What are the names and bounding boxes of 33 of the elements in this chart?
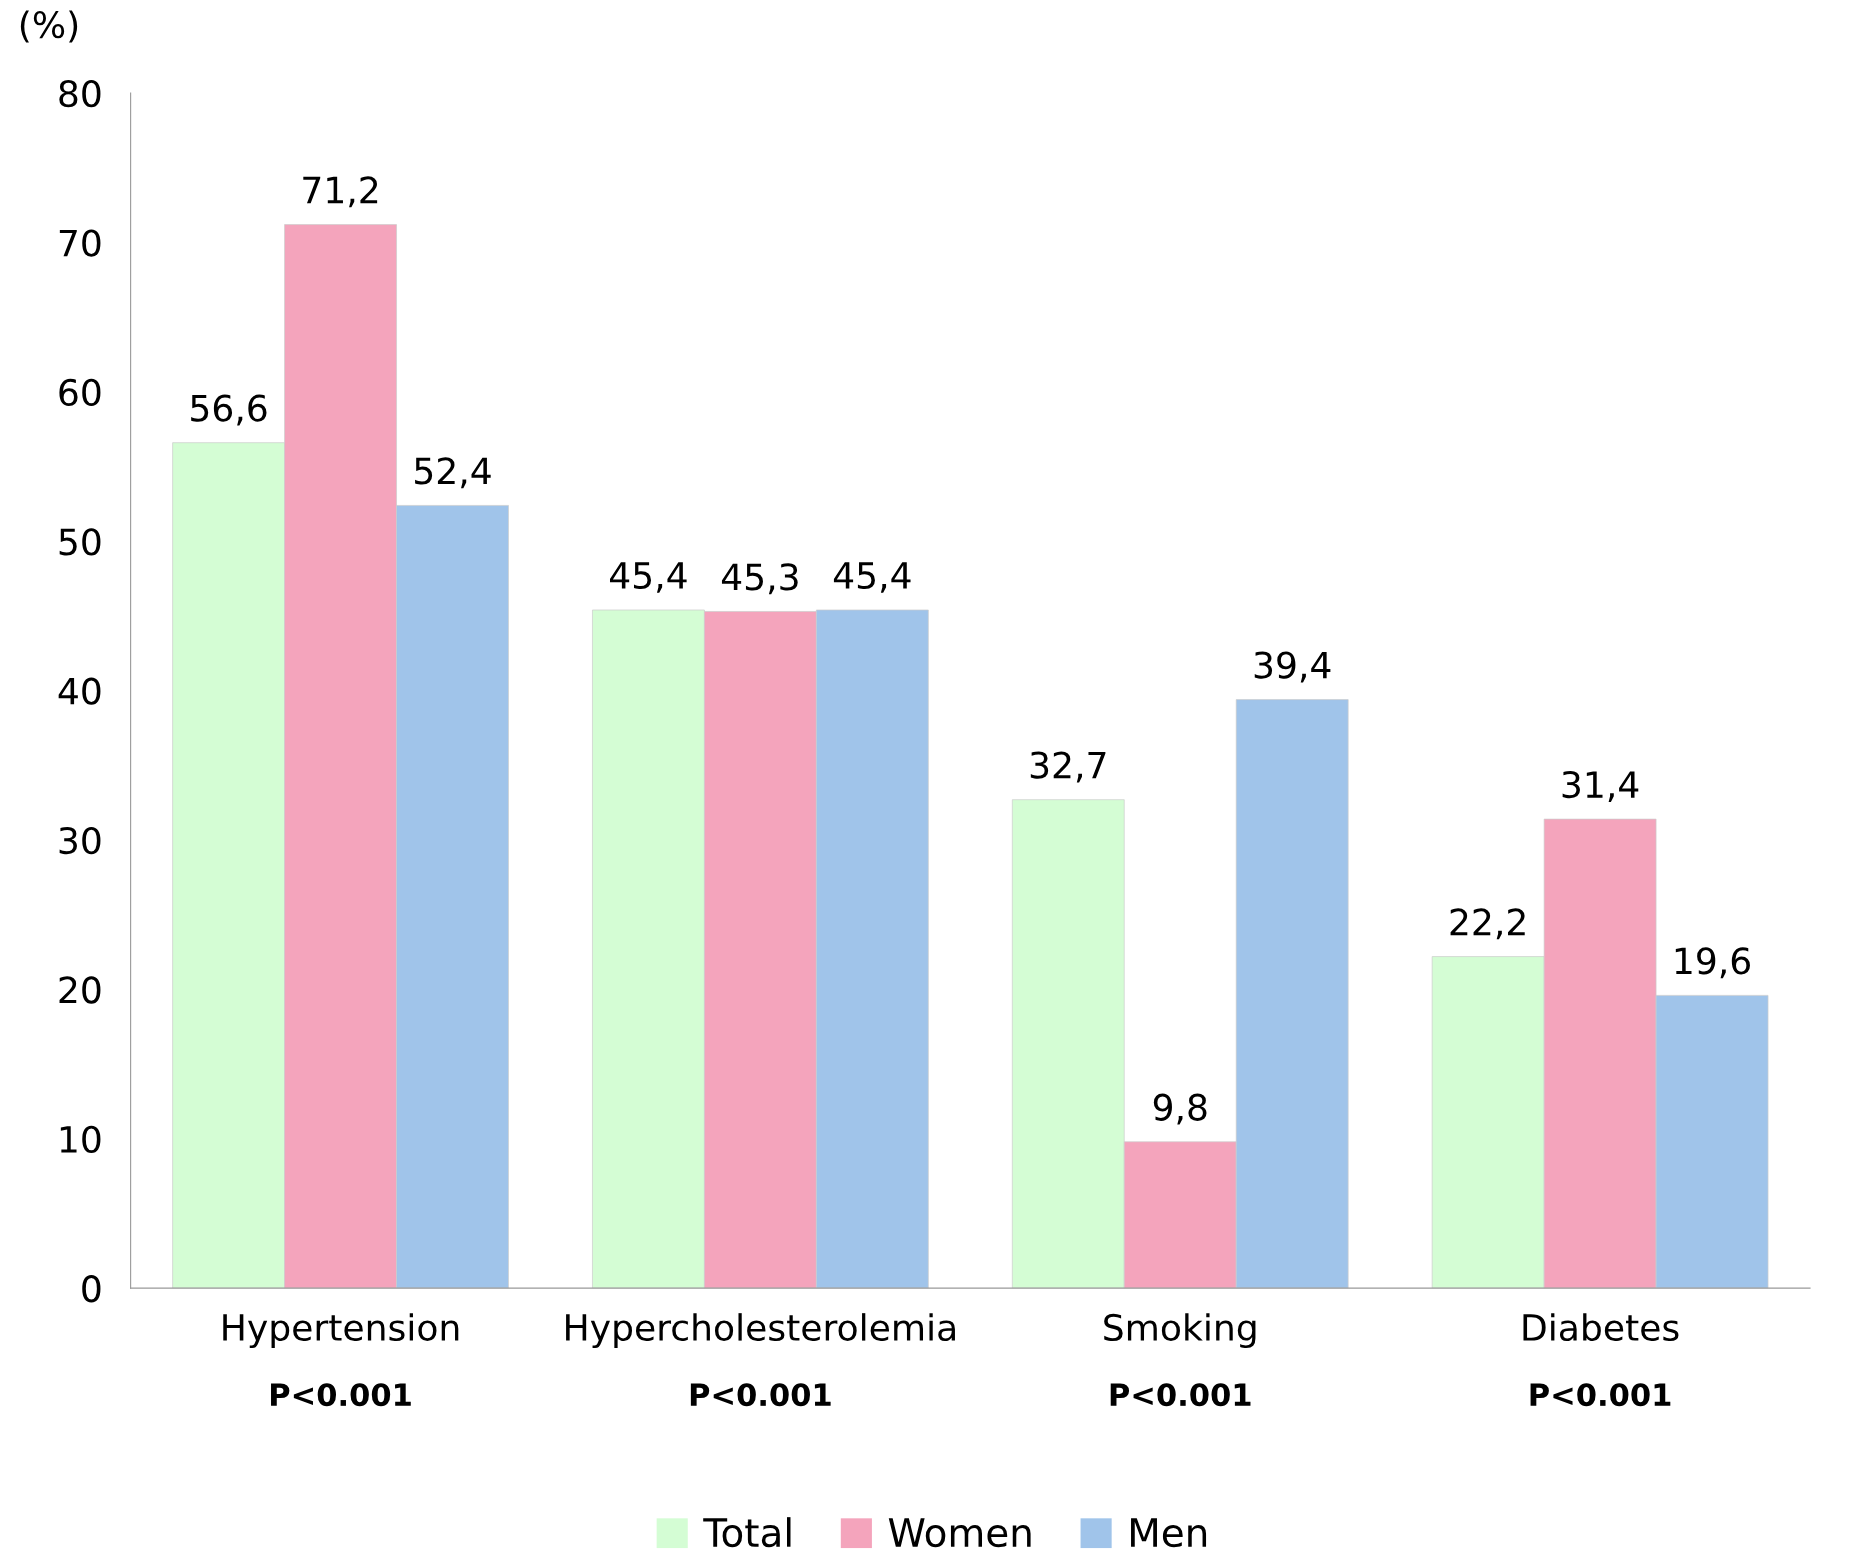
text: P<0.001 [1110, 1383, 1251, 1407]
data-label: 52,4 [415, 457, 491, 489]
y-axis-title: (%) [20, 10, 78, 43]
text: P<0.001 [271, 1383, 411, 1407]
legend-label: Women [888, 1518, 1031, 1548]
data-label: 71,2 [303, 176, 378, 208]
data-label: 39,4 [1254, 651, 1331, 683]
y-tick-label: 20 [59, 976, 101, 1004]
legend-label: Men [1131, 1518, 1207, 1548]
data-label: 19,6 [1675, 947, 1750, 979]
text: P<0.001 [1530, 1383, 1671, 1407]
y-tick-label: 30 [59, 826, 101, 855]
data-label: 32,7 [1030, 751, 1106, 783]
data-label: 45,3 [721, 563, 798, 595]
y-tick-label: 10 [60, 1125, 101, 1154]
x-tick-label: Diabetes [1523, 1313, 1679, 1342]
legend-label: Total [703, 1517, 791, 1548]
y-tick-label: 60 [59, 378, 101, 407]
x-tick-label: Hypertension [223, 1313, 459, 1349]
y-tick-label: 40 [58, 677, 101, 705]
data-label: 22,2 [1450, 908, 1525, 940]
y-tick-label: 0 [82, 1275, 101, 1303]
y-tick-label: 70 [59, 229, 101, 257]
x-tick-label: Smoking [1104, 1313, 1256, 1349]
data-label: 31,4 [1562, 770, 1639, 802]
y-tick-label: 50 [59, 528, 101, 556]
x-tick-label: Hypercholesterolemia [566, 1313, 955, 1349]
text: P<0.001 [690, 1383, 831, 1407]
data-label: 9,8 [1153, 1093, 1207, 1125]
data-label: 56,6 [191, 394, 267, 426]
data-label: 45,4 [610, 562, 687, 593]
data-label: 45,4 [833, 562, 911, 593]
y-tick-label: 80 [59, 80, 101, 108]
